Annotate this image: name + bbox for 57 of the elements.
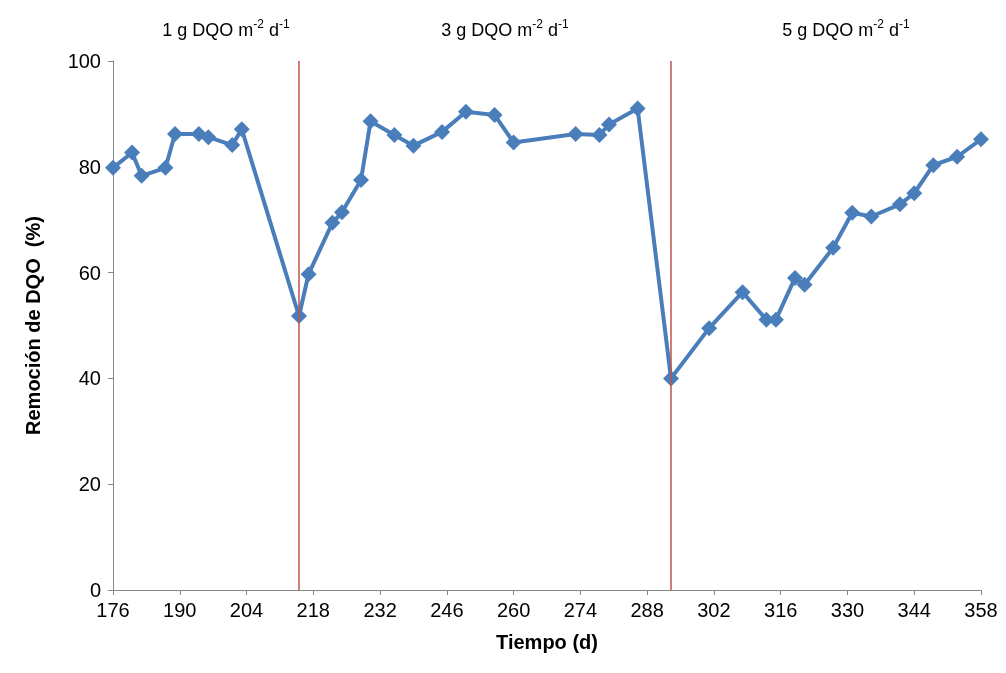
point <box>949 148 966 165</box>
y-axis-title: Remoción de DQO (%) <box>22 216 44 435</box>
point <box>486 106 503 123</box>
point <box>863 208 880 225</box>
x-tick-label: 302 <box>697 599 731 621</box>
x-tick-label: 246 <box>430 599 464 621</box>
point <box>734 284 751 301</box>
x-tick-label: 190 <box>163 599 197 621</box>
point <box>324 214 341 231</box>
point <box>124 144 141 161</box>
y-tick-label: 100 <box>67 50 101 72</box>
point <box>362 113 379 130</box>
point <box>224 137 241 154</box>
point <box>233 121 250 138</box>
x-tick-label: 232 <box>363 599 397 621</box>
x-tick-label: 358 <box>964 599 998 621</box>
point <box>925 157 942 174</box>
point <box>457 103 474 120</box>
x-tick-label: 176 <box>96 599 130 621</box>
point <box>386 127 403 144</box>
point <box>701 320 718 337</box>
point <box>333 204 350 221</box>
point <box>133 167 150 184</box>
y-tick-label: 20 <box>78 473 101 496</box>
x-tick-label: 204 <box>229 599 264 621</box>
point <box>167 126 183 142</box>
x-tick-label: 316 <box>764 599 798 621</box>
point <box>825 239 842 256</box>
point <box>105 159 121 176</box>
point <box>567 126 584 142</box>
point <box>973 131 989 148</box>
x-tick-label: 274 <box>563 599 598 621</box>
point <box>434 123 451 140</box>
point <box>591 127 608 144</box>
y-tick-label: 80 <box>78 155 101 178</box>
point <box>601 116 617 133</box>
y-tick-label: 0 <box>89 579 101 601</box>
x-axis-title: Tiempo (d) <box>496 631 598 653</box>
point <box>200 129 217 146</box>
y-tick-label: 40 <box>78 367 101 390</box>
x-tick-label: 330 <box>830 599 865 621</box>
point <box>906 185 923 202</box>
point <box>787 269 803 286</box>
x-tick-label: 288 <box>630 599 664 621</box>
point <box>505 134 522 151</box>
x-tick-label: 344 <box>897 599 931 621</box>
y-tick-label: 60 <box>78 261 101 284</box>
x-tick-label: 260 <box>496 599 531 621</box>
point <box>796 276 813 293</box>
point <box>353 172 369 189</box>
point <box>891 196 908 213</box>
x-tick-label: 218 <box>296 599 330 621</box>
point <box>157 159 174 176</box>
point <box>300 266 317 283</box>
point <box>844 204 861 221</box>
point <box>405 137 422 154</box>
point <box>629 100 646 117</box>
